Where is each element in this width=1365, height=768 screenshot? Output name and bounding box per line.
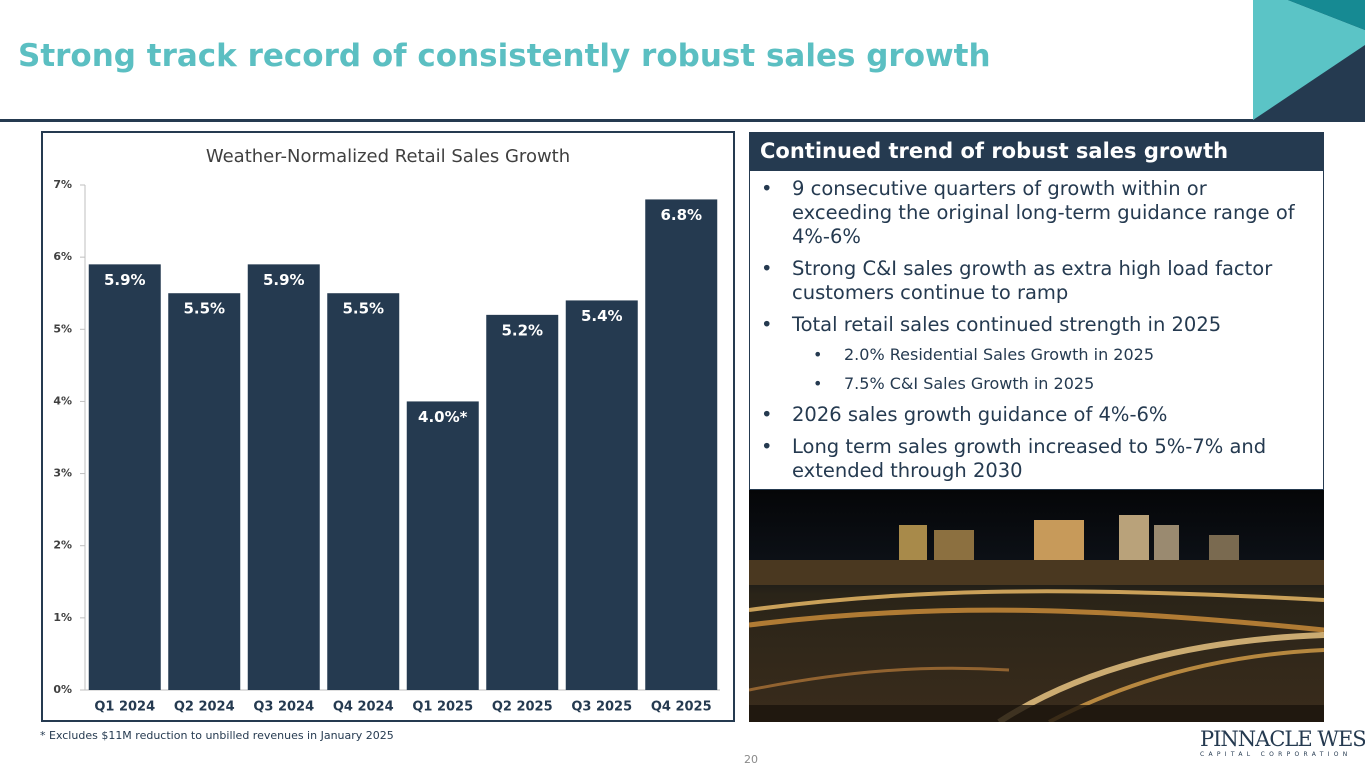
bar xyxy=(168,293,241,690)
panel-heading: Continued trend of robust sales growth xyxy=(749,132,1324,171)
x-tick-label: Q1 2024 xyxy=(94,700,155,715)
value-label: 5.4% xyxy=(581,307,623,325)
bar xyxy=(247,264,320,690)
bullet: 9 consecutive quarters of growth within … xyxy=(758,177,1311,249)
bar xyxy=(88,264,161,690)
value-label: 5.9% xyxy=(104,271,146,289)
title-rule xyxy=(0,119,1365,122)
bullet: 7.5% C&I Sales Growth in 2025 xyxy=(758,374,1311,394)
bullet: Total retail sales continued strength in… xyxy=(758,313,1311,337)
bullet: 2026 sales growth guidance of 4%-6% xyxy=(758,403,1311,427)
bar xyxy=(565,300,638,690)
corner-decoration xyxy=(1253,0,1365,120)
bar xyxy=(327,293,400,690)
y-tick-label: 0% xyxy=(53,683,72,696)
value-label: 5.5% xyxy=(342,300,384,318)
bullet: Long term sales growth increased to 5%-7… xyxy=(758,435,1311,483)
panel-body: 9 consecutive quarters of growth within … xyxy=(749,171,1324,490)
value-label: 5.9% xyxy=(263,271,305,289)
bullet: 2.0% Residential Sales Growth in 2025 xyxy=(758,345,1311,365)
bar xyxy=(406,401,479,690)
value-label: 5.2% xyxy=(501,321,543,339)
logo: PINNACLE WEST CAPITAL CORPORATION xyxy=(1200,727,1365,758)
value-label: 5.5% xyxy=(183,300,225,318)
x-tick-label: Q1 2025 xyxy=(412,700,473,715)
x-tick-label: Q2 2025 xyxy=(492,700,553,715)
y-tick-label: 1% xyxy=(53,611,72,624)
bar xyxy=(486,314,559,690)
chart-title: Weather-Normalized Retail Sales Growth xyxy=(206,146,570,167)
y-tick-label: 4% xyxy=(53,394,72,407)
bullet: Strong C&I sales growth as extra high lo… xyxy=(758,257,1311,305)
bullet-list: 9 consecutive quarters of growth within … xyxy=(758,177,1311,483)
footnote: * Excludes $11M reduction to unbilled re… xyxy=(40,729,394,742)
y-tick-label: 2% xyxy=(53,539,72,552)
x-tick-label: Q3 2025 xyxy=(571,700,632,715)
x-tick-label: Q2 2024 xyxy=(174,700,235,715)
x-tick-label: Q4 2025 xyxy=(651,700,712,715)
value-label: 6.8% xyxy=(660,206,702,224)
y-tick-label: 6% xyxy=(53,250,72,263)
value-label: 4.0%* xyxy=(418,408,468,426)
page-number: 20 xyxy=(744,753,758,766)
y-tick-label: 7% xyxy=(53,178,72,191)
city-photo xyxy=(749,490,1324,722)
x-tick-label: Q4 2024 xyxy=(333,700,394,715)
logo-name: PINNACLE WEST xyxy=(1200,727,1365,751)
x-tick-label: Q3 2024 xyxy=(253,700,314,715)
y-tick-label: 5% xyxy=(53,322,72,335)
y-tick-label: 3% xyxy=(53,467,72,480)
slide-title: Strong track record of consistently robu… xyxy=(18,38,991,74)
bar xyxy=(645,199,718,690)
logo-subtitle: CAPITAL CORPORATION xyxy=(1200,751,1352,758)
